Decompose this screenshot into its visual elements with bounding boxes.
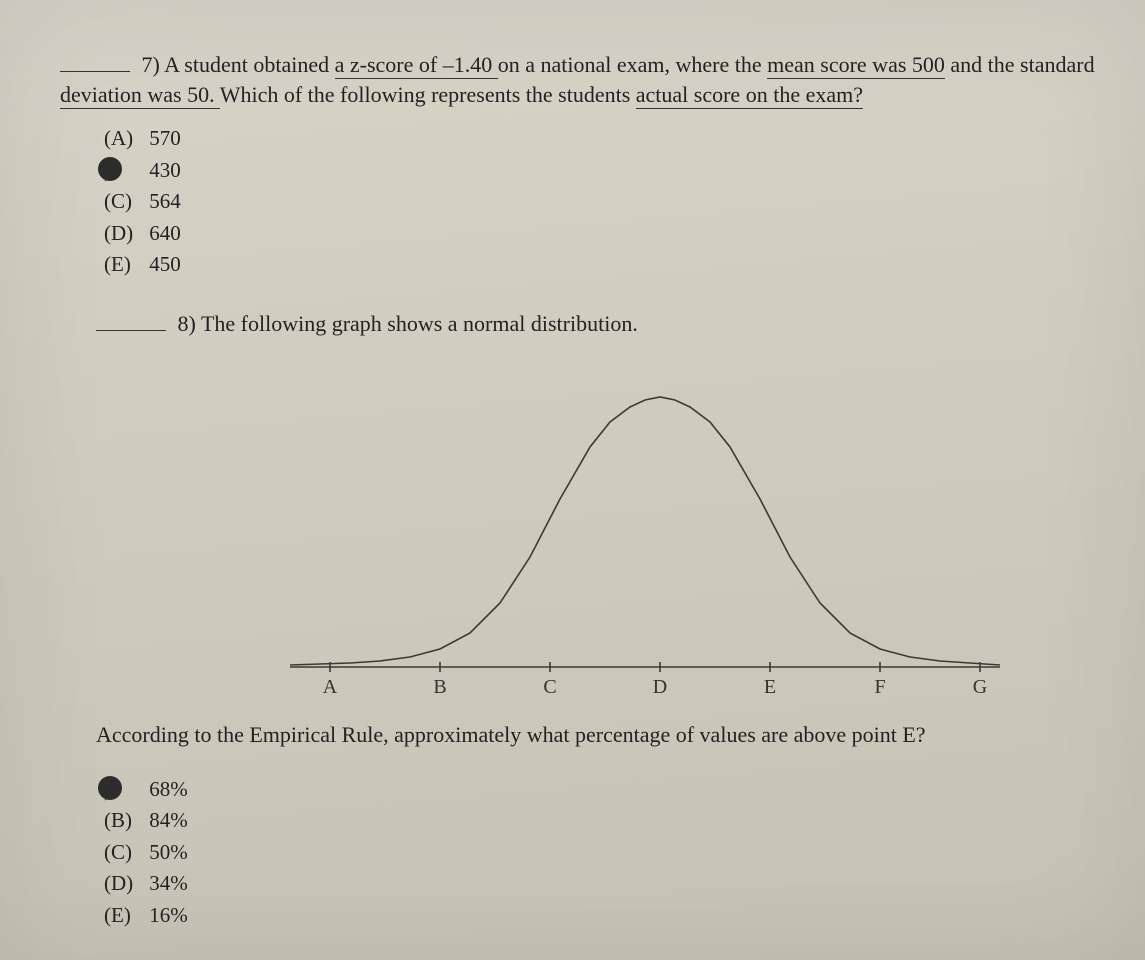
q8-choice[interactable]: (B) 84%	[104, 805, 1105, 837]
filled-bubble-icon	[98, 776, 122, 800]
q7-text-fragment: Which of the following represents the st…	[220, 82, 636, 107]
choice-letter: (D)	[104, 218, 144, 250]
bell-curve	[290, 397, 1000, 665]
q8-choice[interactable]: (E) 16%	[104, 900, 1105, 932]
choice-text: 640	[144, 221, 181, 245]
q7-text-fragment: A student obtained	[164, 52, 334, 77]
choice-letter: (B)	[104, 805, 144, 837]
worksheet-page: 7) A student obtained a z-score of –1.40…	[0, 0, 1145, 960]
filled-bubble-icon	[98, 157, 122, 181]
choice-text: 450	[144, 252, 181, 276]
choice-text: 34%	[144, 871, 188, 895]
axis-label: C	[543, 676, 556, 697]
choice-text: 16%	[144, 903, 188, 927]
q7-text: A student obtained a z-score of –1.40 on…	[60, 52, 1095, 109]
q7-choice[interactable]: (E) 450	[104, 249, 1105, 281]
question-7: 7) A student obtained a z-score of –1.40…	[60, 50, 1105, 281]
choice-text: 68%	[144, 777, 188, 801]
q7-text-fragment: deviation was 50.	[60, 82, 220, 109]
choice-text: 50%	[144, 840, 188, 864]
q8-choice[interactable]: (C) 50%	[104, 837, 1105, 869]
q8-choices: ) 68%(B) 84%(C) 50%(D) 34%(E) 16%	[104, 774, 1105, 932]
choice-letter: (A)	[104, 123, 144, 155]
choice-text: 570	[144, 126, 181, 150]
choice-text: 564	[144, 189, 181, 213]
q7-text-fragment: on a national exam, where the	[498, 52, 767, 77]
axis-label: B	[433, 676, 446, 697]
q7-choice[interactable]: (A) 570	[104, 123, 1105, 155]
q8-choice[interactable]: ) 68%	[104, 774, 1105, 806]
axis-label: F	[874, 676, 885, 697]
q7-text-fragment: and the standard	[945, 52, 1095, 77]
q7-text-fragment: mean score was 500	[767, 52, 945, 79]
q8-followup: According to the Empirical Rule, approxi…	[96, 722, 1105, 748]
q7-choices: (A) 570) 430(C) 564(D) 640(E) 450	[104, 123, 1105, 281]
choice-letter: (E)	[104, 249, 144, 281]
choice-text: 430	[144, 158, 181, 182]
axis-label: G	[973, 676, 987, 697]
normal-distribution-chart: A B C D E F G	[260, 367, 1020, 702]
q8-choice[interactable]: (D) 34%	[104, 868, 1105, 900]
axis-label: A	[323, 676, 338, 697]
chart-svg: A B C D E F G	[260, 367, 1020, 697]
answer-blank[interactable]	[96, 316, 166, 331]
q7-prompt: 7) A student obtained a z-score of –1.40…	[60, 50, 1105, 109]
axis-label: D	[653, 676, 667, 697]
q8-header-text: The following graph shows a normal distr…	[201, 311, 638, 336]
choice-letter: (D)	[104, 868, 144, 900]
choice-letter: (C)	[104, 186, 144, 218]
choice-letter: (E)	[104, 900, 144, 932]
q7-choice[interactable]: (C) 564	[104, 186, 1105, 218]
q7-choice[interactable]: ) 430	[104, 155, 1105, 187]
choice-letter: (C)	[104, 837, 144, 869]
q7-text-fragment: a z-score of –1.40	[335, 52, 498, 79]
axis-label: E	[764, 676, 776, 697]
q7-choice[interactable]: (D) 640	[104, 218, 1105, 250]
q8-number: 8)	[178, 311, 196, 336]
choice-text: 84%	[144, 808, 188, 832]
q7-text-fragment: actual score on the exam?	[636, 82, 863, 109]
answer-blank[interactable]	[60, 57, 130, 72]
q8-prompt: 8) The following graph shows a normal di…	[96, 311, 1105, 337]
q7-number: 7)	[142, 52, 160, 77]
